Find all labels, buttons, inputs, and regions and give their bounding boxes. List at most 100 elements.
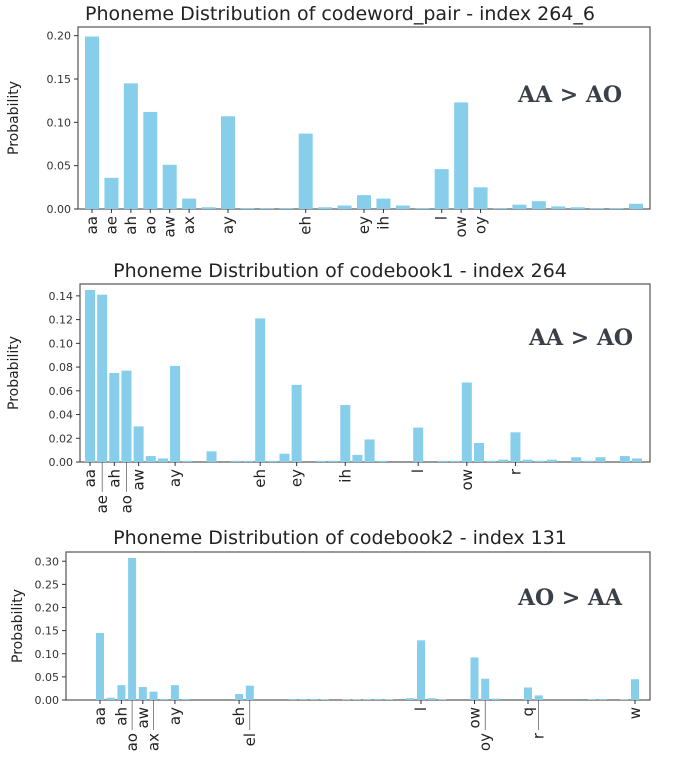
bar <box>240 208 255 209</box>
x-tick-label: r <box>506 468 524 475</box>
bar <box>235 693 244 700</box>
bar <box>315 460 326 462</box>
bar <box>182 198 197 209</box>
x-tick-label: ow <box>466 707 484 728</box>
x-tick-label: aw <box>134 707 152 728</box>
bar <box>417 640 425 700</box>
bar <box>629 203 643 209</box>
bar <box>85 289 95 462</box>
bar <box>588 699 597 700</box>
bar <box>298 133 313 209</box>
bar <box>415 208 430 209</box>
bar <box>279 453 290 462</box>
chart-panel-2: Phoneme Distribution of codebook1 - inde… <box>6 260 651 513</box>
bar <box>470 657 479 700</box>
y-tick-label: 0.00 <box>47 203 72 216</box>
x-tick-label: ay <box>219 216 237 234</box>
bar <box>206 451 217 462</box>
chart-title: Phoneme Distribution of codebook1 - inde… <box>113 260 567 282</box>
x-tick-label: el <box>241 733 259 746</box>
bar <box>121 370 132 462</box>
bar <box>267 460 278 462</box>
bar <box>583 460 594 462</box>
bar <box>221 116 235 209</box>
chart-panel-3: Phoneme Distribution of codebook2 - inde… <box>10 527 651 751</box>
bar <box>522 459 533 462</box>
bar <box>245 685 254 700</box>
y-axis-label: Probability <box>10 589 26 663</box>
bar <box>162 164 177 209</box>
bar <box>133 426 144 462</box>
bar <box>449 460 460 462</box>
bar <box>609 208 624 209</box>
y-tick-label: 0.02 <box>49 432 74 445</box>
bar <box>299 699 308 700</box>
bar <box>104 177 119 209</box>
y-tick-label: 0.10 <box>49 337 74 350</box>
x-tick-label: ae <box>93 495 111 513</box>
chart-title: Phoneme Distribution of codebook2 - inde… <box>113 527 567 549</box>
bar <box>461 382 472 462</box>
bar <box>631 679 639 700</box>
bar <box>128 558 137 700</box>
x-tick-label: ao <box>123 733 141 751</box>
y-tick-label: 0.12 <box>49 314 74 327</box>
x-tick-label: oy <box>472 216 490 234</box>
bar <box>85 36 99 210</box>
bar <box>138 687 147 700</box>
y-tick-label: 0.30 <box>35 555 60 568</box>
bar <box>427 698 436 700</box>
bar <box>498 459 509 462</box>
x-tick-label: ey <box>355 216 373 234</box>
x-tick-label: l <box>412 707 430 711</box>
x-tick-label: ay <box>166 707 184 725</box>
x-tick-label: ay <box>166 469 184 487</box>
x-tick-label: ey <box>288 469 306 487</box>
bar <box>395 205 410 209</box>
x-tick-label: aa <box>91 707 109 725</box>
bar <box>493 208 507 209</box>
x-tick-label: aa <box>83 216 101 234</box>
chart-title: Phoneme Distribution of codeword_pair - … <box>85 3 595 25</box>
bar <box>534 695 543 700</box>
bar <box>510 432 521 462</box>
bar <box>632 458 642 462</box>
x-tick-label: ow <box>458 469 476 490</box>
bar <box>512 204 527 209</box>
bar <box>145 456 156 462</box>
plot-frame <box>65 551 651 701</box>
x-tick-label: eh <box>230 707 248 726</box>
bar <box>310 699 318 700</box>
bar <box>598 699 607 700</box>
bar <box>551 206 566 209</box>
annotation-text: AA > AO <box>528 325 633 351</box>
x-tick-label: ow <box>452 216 470 237</box>
y-tick-label: 0.04 <box>49 409 74 422</box>
x-tick-label: q <box>519 707 537 717</box>
y-tick-label: 0.10 <box>47 116 72 129</box>
y-tick-label: 0.00 <box>49 456 74 469</box>
bar <box>255 318 266 462</box>
y-axis-label: Probability <box>6 336 22 410</box>
x-tick-label: aw <box>130 469 148 490</box>
x-tick-label: l <box>409 469 427 473</box>
x-tick-label: eh <box>297 216 315 235</box>
y-tick-label: 0.15 <box>47 73 72 86</box>
bar <box>230 460 241 462</box>
y-tick-label: 0.05 <box>35 671 60 684</box>
bar <box>376 460 387 462</box>
x-tick-label: eh <box>251 469 269 488</box>
x-tick-label: w <box>626 707 644 719</box>
bar <box>376 198 391 209</box>
annotation-text: AO > AA <box>517 585 623 611</box>
x-tick-label: ah <box>112 707 130 726</box>
y-tick-label: 0.20 <box>47 30 72 43</box>
bar <box>571 457 582 462</box>
bar <box>486 460 497 462</box>
bar <box>570 207 585 209</box>
chart-panel-1: Phoneme Distribution of codeword_pair - … <box>6 3 651 237</box>
bar <box>473 443 484 462</box>
bar <box>406 698 415 700</box>
